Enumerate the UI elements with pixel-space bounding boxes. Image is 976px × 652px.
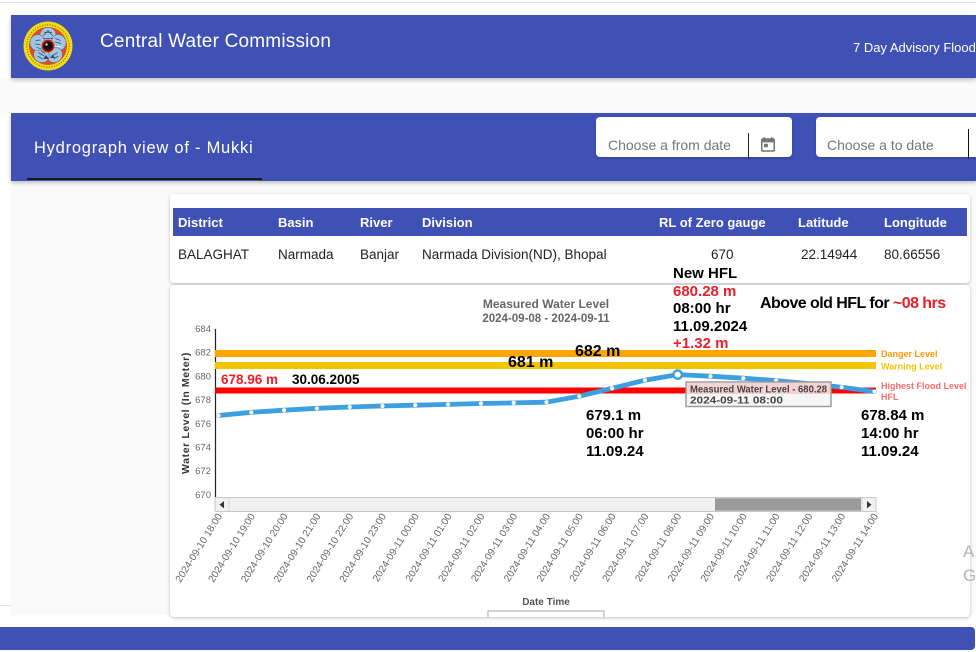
svg-text:Warning Level: Warning Level — [881, 362, 942, 372]
svg-text:676: 676 — [195, 419, 211, 430]
svg-text:2024-09-08 - 2024-09-11: 2024-09-08 - 2024-09-11 — [482, 313, 610, 325]
svg-text:674: 674 — [195, 443, 211, 454]
svg-text:Date Time: Date Time — [522, 597, 570, 608]
svg-text:Danger Level: Danger Level — [881, 349, 938, 359]
svg-text:Highest Flood Level: Highest Flood Level — [881, 381, 967, 391]
svg-text:672: 672 — [195, 466, 211, 477]
svg-text:HFL: HFL — [881, 392, 899, 402]
svg-text:670: 670 — [195, 490, 211, 501]
svg-text:678: 678 — [195, 395, 211, 406]
svg-text:Water Level (In Meter): Water Level (In Meter) — [180, 352, 192, 474]
svg-text:684: 684 — [195, 324, 211, 335]
svg-text:680: 680 — [195, 371, 211, 382]
svg-text:Measured Water Level: Measured Water Level — [483, 297, 609, 311]
svg-text:Measured Water Level - 680.28: Measured Water Level - 680.28 — [690, 385, 827, 396]
svg-text:682: 682 — [195, 348, 211, 359]
svg-text:2024-09-11 08:00: 2024-09-11 08:00 — [690, 396, 783, 407]
